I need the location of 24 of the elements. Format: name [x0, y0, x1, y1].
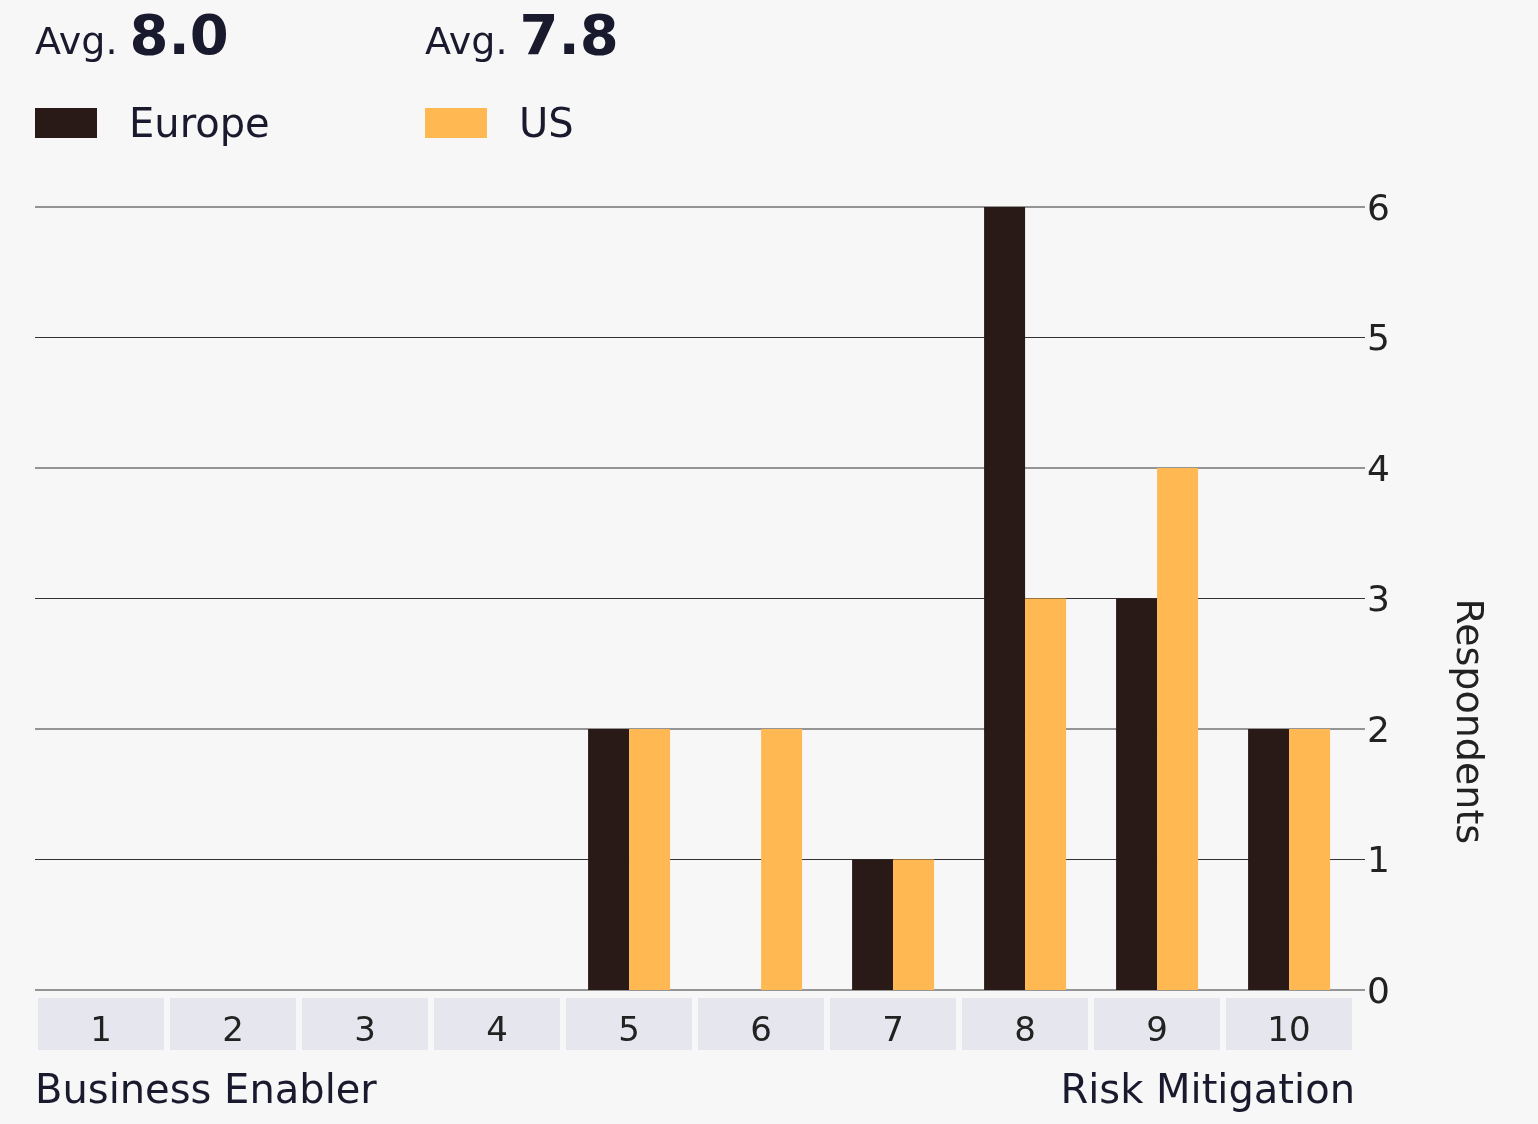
y-tick-label: 0	[1367, 969, 1390, 1011]
x-tick-label: 1	[90, 1009, 112, 1049]
x-tick-label: 5	[618, 1009, 640, 1049]
x-tick-label: 7	[882, 1009, 904, 1049]
text: Business Enabler	[35, 1066, 377, 1112]
y-axis-title: Respondents	[1447, 598, 1492, 845]
x-tick-label: 10	[1267, 1009, 1311, 1049]
text: Risk Mitigation	[1060, 1066, 1355, 1112]
text: Avg. 8.0	[35, 2, 229, 67]
y-tick-label: 2	[1367, 708, 1390, 750]
y-tick-label: 5	[1367, 317, 1390, 359]
x-tick-label: 2	[222, 1009, 244, 1049]
text: Avg. 7.8	[425, 2, 619, 67]
legend-label: Europe	[129, 100, 270, 146]
y-tick-label: 4	[1367, 447, 1390, 489]
y-tick-label: 3	[1367, 578, 1390, 620]
x-tick-label: 3	[354, 1009, 376, 1049]
x-tick-label: 6	[750, 1009, 772, 1049]
x-tick-label: 8	[1014, 1009, 1036, 1049]
legend-label: US	[519, 100, 574, 146]
y-tick-label: 6	[1367, 186, 1390, 228]
x-tick-label: 4	[486, 1009, 508, 1049]
x-tick-label: 9	[1146, 1009, 1168, 1049]
y-tick-label: 1	[1367, 839, 1390, 881]
